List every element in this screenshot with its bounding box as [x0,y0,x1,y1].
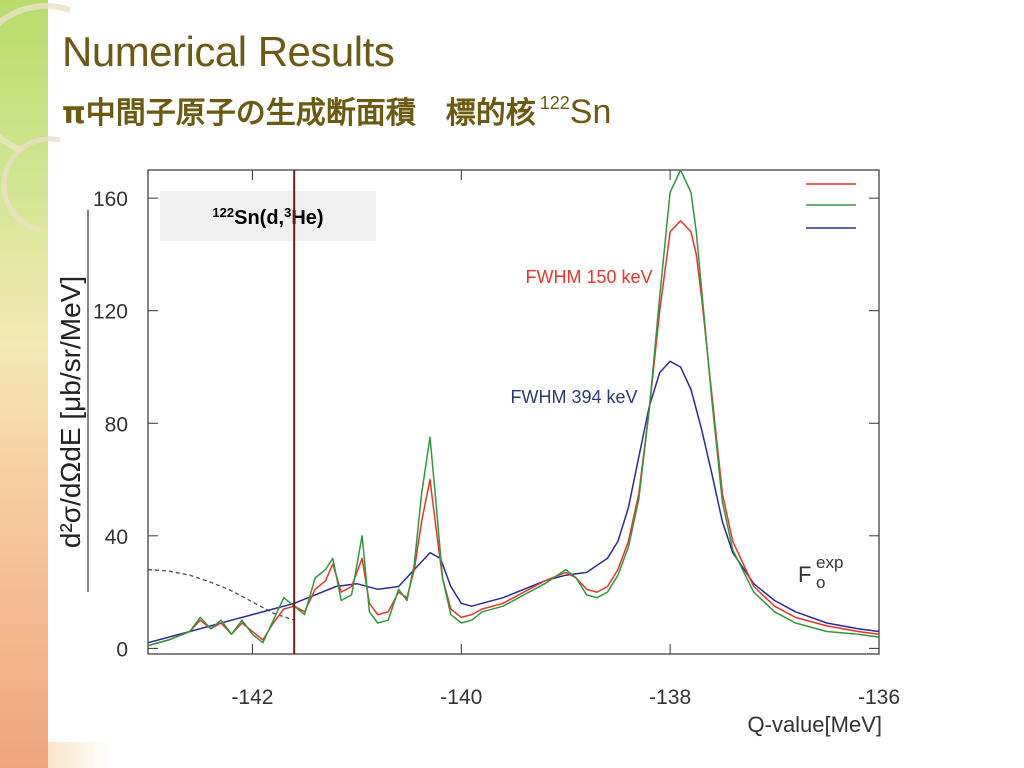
reaction-pre: Sn(d, [234,207,284,229]
axis-ticks [148,170,880,654]
x-tick-labels: -142 -140 -138 -136 [231,686,900,709]
y-tick-labels: 0 40 80 120 160 [93,188,128,661]
decorative-arcs [0,3,71,233]
slide-title: Numerical Results [62,28,395,75]
series-line-green [147,169,880,647]
x-tick-label: -142 [231,686,273,709]
slide-subtitle: π中間子原子の生成断面積 標的核 122Sn [62,88,611,132]
plot-frame [147,169,880,655]
f-exp-sup: exp [816,553,843,572]
x-axis-label: Q-value[MeV] [748,712,883,737]
y-tick-label: 120 [93,301,128,324]
y-tick-label: 40 [105,526,128,549]
reaction-label: 122Sn(d,3He) [212,205,323,229]
f-exp-sub: o [816,573,825,592]
target-nuclide: 122Sn [540,93,612,131]
fwhm-150-label: FWHM 150 keV [525,267,652,287]
decorative-arc [0,3,71,153]
x-tick-label: -140 [440,686,482,709]
series-lines [147,169,880,654]
subtitle-japanese-text: π中間子原子の生成断面積 標的核 [62,96,536,131]
reaction-he-mass: 3 [284,205,291,220]
nuclide-symbol: Sn [569,93,612,131]
fwhm-394-label: FWHM 394 keV [510,387,637,407]
reaction-label-box [160,191,376,241]
left-decorative-band [0,0,48,768]
f-exp-main: F [798,562,811,587]
nuclide-mass-number: 122 [539,93,570,113]
reaction-mass: 122 [212,205,234,220]
y-tick-label: 80 [105,413,128,436]
series-line-blue [147,360,880,644]
y-tick-label: 160 [93,188,128,211]
series-line-dashed [147,568,295,621]
reaction-post: He) [291,207,323,229]
decorative-arc [1,136,61,233]
bottom-decorative-strip [48,742,112,768]
series-line-red [147,219,880,647]
y-axis-label: d²σ/dΩdE [μb/sr/MeV] [55,276,86,548]
y-tick-label: 0 [116,638,128,661]
x-tick-label: -138 [649,686,691,709]
x-tick-label: -136 [858,686,900,709]
